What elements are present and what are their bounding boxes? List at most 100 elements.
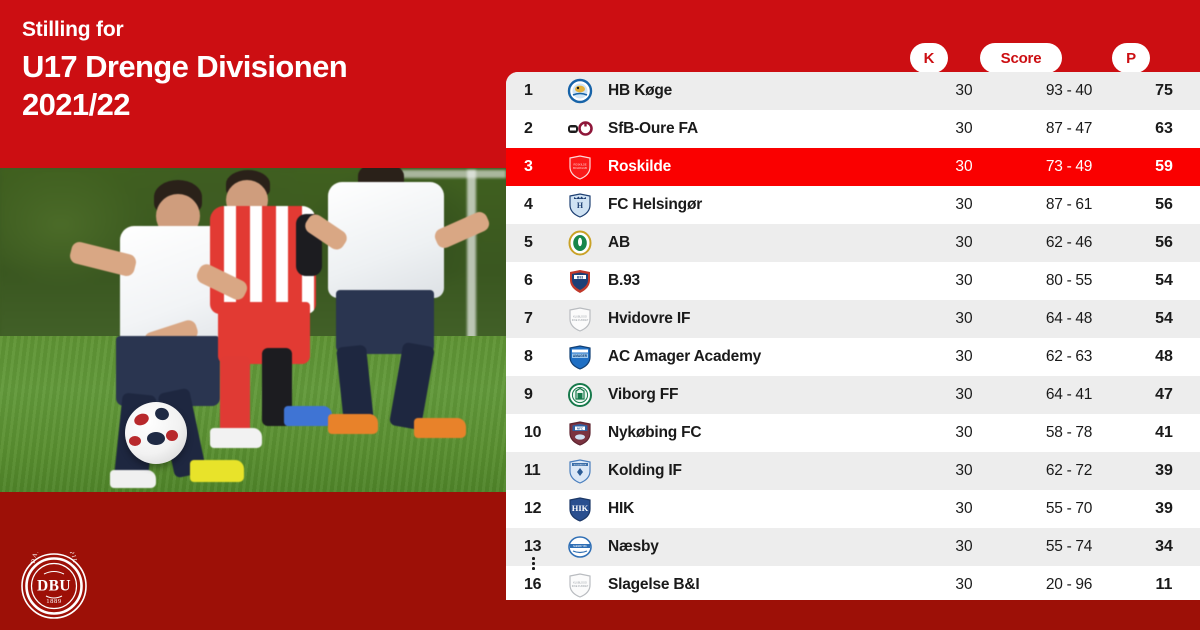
football (125, 402, 187, 464)
row-score: 93 - 40 (1045, 82, 1093, 99)
table-row[interactable]: 10 NFC Nykøbing FC 30 58 - 78 41 (506, 414, 1200, 452)
header-badge-points: P (1112, 43, 1150, 73)
row-team-name[interactable]: B.93 (608, 272, 640, 289)
table-row[interactable]: 8 AMAGER AC Amager Academy 30 62 - 63 48 (506, 338, 1200, 376)
player-middle (194, 170, 380, 470)
row-matches: 30 (955, 500, 973, 517)
row-team-name[interactable]: Næsby (608, 538, 659, 555)
row-rank: 12 (524, 500, 542, 517)
table-row[interactable]: 9 Viborg FF 30 64 - 41 47 (506, 376, 1200, 414)
row-rank: 11 (524, 462, 541, 479)
table-row[interactable]: 5 AB 30 62 - 46 56 (506, 224, 1200, 262)
row-points: 59 (1155, 158, 1173, 175)
svg-text:KOLDING IF: KOLDING IF (574, 464, 587, 466)
row-matches: 30 (955, 272, 973, 289)
row-score: 62 - 63 (1045, 348, 1093, 365)
table-row[interactable]: 7 KLUBLOGO IKKE FUNDET Hvidovre IF 30 64 - … (506, 300, 1200, 338)
row-matches: 30 (955, 234, 973, 251)
row-team-name[interactable]: Viborg FF (608, 386, 679, 403)
hb-koege-crest (558, 78, 602, 104)
row-team-name[interactable]: HIK (608, 500, 635, 517)
table-row[interactable]: 13 NÆSBY BK Næsby 30 55 - 74 34 (506, 528, 1200, 566)
hik-crest: HIK (558, 496, 602, 522)
table-row[interactable]: 16 KLUBLOGO IKKE FUNDET Slagelse B&I 30 20 … (506, 557, 1200, 600)
dbu-logo: DANSK BOLSPIL UNION DBU 1889 (20, 540, 88, 630)
row-rank: 10 (524, 424, 542, 441)
row-matches: 30 (955, 158, 973, 175)
player-left (58, 176, 258, 488)
row-score: 55 - 70 (1045, 500, 1093, 517)
viborg-ff-crest (558, 382, 602, 408)
row-score: 87 - 61 (1045, 196, 1093, 213)
row-points: 63 (1155, 120, 1173, 137)
row-score: 58 - 78 (1045, 424, 1093, 441)
row-points: 48 (1155, 348, 1173, 365)
fc-helsingoer-crest: H (558, 192, 602, 218)
row-matches: 30 (955, 538, 973, 555)
row-team-name[interactable]: Nykøbing FC (608, 424, 702, 441)
row-points: 39 (1155, 500, 1173, 517)
table-row[interactable]: 1 HB Køge 30 93 - 40 75 (506, 72, 1200, 110)
row-points: 39 (1155, 462, 1173, 479)
svg-text:KLUBLOGO: KLUBLOGO (573, 316, 587, 319)
row-rank: 3 (524, 158, 533, 175)
row-rank: 1 (524, 82, 533, 99)
goal-crossbar (386, 170, 506, 178)
row-rank: 4 (524, 196, 533, 213)
table-row[interactable]: 3 ROSKILDE BOLDKLUB Roskilde 30 73 - 49 59 (506, 148, 1200, 186)
header-badge-score: Score (980, 43, 1062, 73)
row-matches: 30 (955, 348, 973, 365)
table-row[interactable]: 12 HIK HIK 30 55 - 70 39 (506, 490, 1200, 528)
table-row[interactable]: 6 B93 B.93 30 80 - 55 54 (506, 262, 1200, 300)
ab-crest (558, 230, 602, 256)
svg-text:H: H (577, 201, 584, 210)
goal-post (467, 170, 476, 360)
svg-text:ROSKILDE: ROSKILDE (573, 163, 586, 167)
svg-text:IKKE FUNDET: IKKE FUNDET (572, 585, 589, 588)
row-score: 64 - 41 (1045, 386, 1093, 403)
row-score: 87 - 47 (1045, 120, 1093, 137)
svg-text:HIK: HIK (572, 503, 589, 513)
row-matches: 30 (955, 196, 973, 213)
svg-text:AMAGER: AMAGER (573, 354, 588, 358)
table-row[interactable]: 4 H FC Helsingør 30 87 - 61 56 (506, 186, 1200, 224)
row-points: 34 (1155, 538, 1173, 555)
row-team-name[interactable]: Kolding IF (608, 462, 682, 479)
row-points: 56 (1155, 234, 1173, 251)
row-team-name[interactable]: HB Køge (608, 82, 673, 99)
row-rank: 6 (524, 272, 533, 289)
row-team-name[interactable]: FC Helsingør (608, 196, 703, 213)
row-team-name[interactable]: SfB-Oure FA (608, 120, 698, 137)
row-score: 80 - 55 (1045, 272, 1093, 289)
headline-block: Stilling for U17 Drenge Divisionen 2021/… (22, 16, 492, 124)
svg-text:NFC: NFC (577, 427, 584, 431)
svg-text:BOLDKLUB: BOLDKLUB (573, 166, 587, 170)
hero-photo (0, 168, 506, 492)
row-points: 47 (1155, 386, 1173, 403)
slagelse-bi-crest: KLUBLOGO IKKE FUNDET (558, 572, 602, 598)
row-team-name[interactable]: AC Amager Academy (608, 348, 762, 365)
row-team-name[interactable]: AB (608, 234, 630, 251)
row-team-name[interactable]: Roskilde (608, 158, 672, 175)
player-right (302, 168, 506, 468)
row-rank: 5 (524, 234, 533, 251)
row-points: 11 (1155, 576, 1173, 593)
row-points: 56 (1155, 196, 1173, 213)
svg-text:DBU: DBU (37, 578, 71, 595)
row-matches: 30 (955, 120, 973, 137)
row-points: 54 (1155, 310, 1173, 327)
row-matches: 30 (955, 462, 973, 479)
row-score: 62 - 72 (1045, 462, 1093, 479)
table-row[interactable]: 11 KOLDING IF Kolding IF 30 62 - 72 39 (506, 452, 1200, 490)
row-rank: 7 (524, 310, 533, 327)
header-badge-matches: K (910, 43, 948, 73)
row-team-name[interactable]: Hvidovre IF (608, 310, 691, 327)
table-row[interactable]: 2 SfB-Oure FA 30 87 - 47 63 (506, 110, 1200, 148)
row-matches: 30 (955, 386, 973, 403)
row-rank: 8 (524, 348, 533, 365)
hvidovre-if-crest: KLUBLOGO IKKE FUNDET (558, 306, 602, 332)
row-score: 55 - 74 (1045, 538, 1093, 555)
row-rank: 16 (524, 576, 542, 593)
row-team-name[interactable]: Slagelse B&I (608, 576, 700, 593)
